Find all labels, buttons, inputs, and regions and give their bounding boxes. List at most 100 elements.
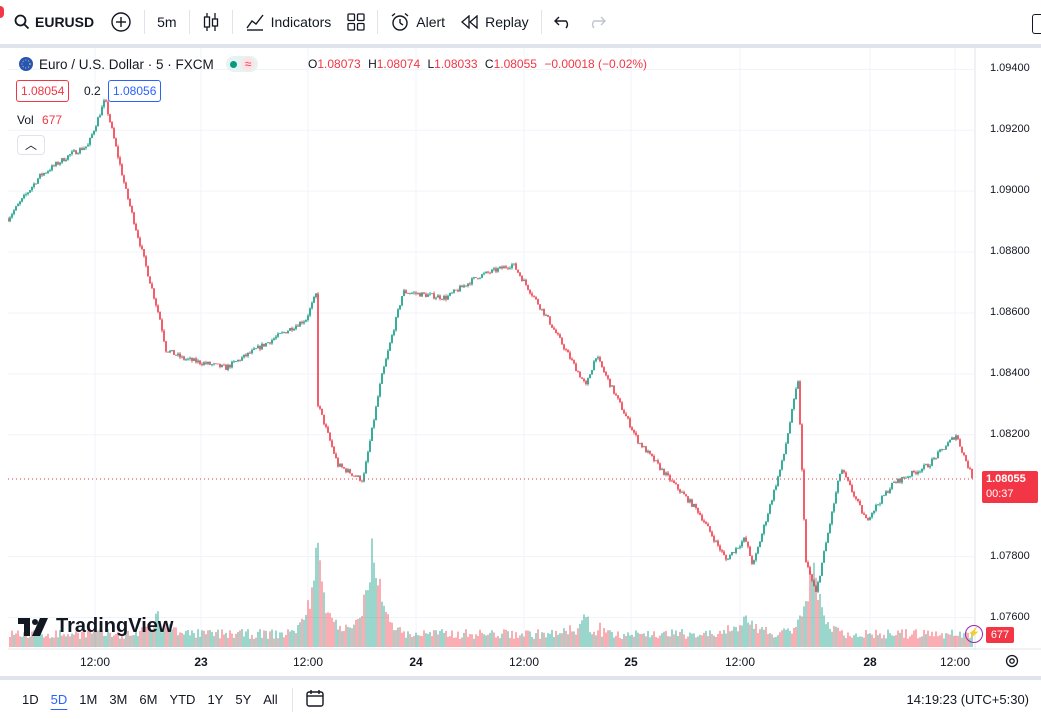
candle (943, 449, 945, 451)
range-button-all[interactable]: All (263, 692, 278, 707)
volume-bar (411, 637, 413, 647)
candle (925, 463, 927, 466)
volume-bar (361, 616, 363, 647)
alert-button[interactable]: Alert (382, 6, 453, 38)
price-tick-label: 1.08200 (990, 427, 1030, 440)
range-button-5d[interactable]: 5D (50, 692, 68, 707)
replay-button[interactable]: Replay (453, 6, 537, 38)
clock-timezone[interactable]: 14:19:23 (UTC+5:30) (906, 692, 1029, 707)
range-button-3m[interactable]: 3M (109, 692, 128, 707)
axis-settings-button[interactable] (1004, 653, 1020, 674)
candle (337, 456, 339, 468)
compare-button[interactable] (102, 6, 140, 38)
chart-type-button[interactable] (194, 6, 228, 38)
range-button-6m[interactable]: 6M (139, 692, 158, 707)
candle (785, 441, 787, 455)
candle (537, 298, 539, 305)
volume-bar (635, 630, 637, 647)
volume-bar (501, 633, 503, 647)
volume-bar (195, 637, 197, 647)
go-to-date-button[interactable] (305, 688, 325, 711)
volume-bar (265, 630, 267, 647)
candle (723, 549, 725, 556)
layouts-button[interactable] (339, 6, 373, 38)
volume-bar (345, 624, 347, 647)
volume-bar (107, 629, 109, 647)
collapse-legend-button[interactable]: ︿ (17, 135, 45, 155)
candle (247, 352, 249, 358)
open-label: O (308, 57, 318, 71)
sell-button[interactable]: 1.08054 (16, 80, 70, 102)
candle (947, 441, 949, 447)
volume-bar (475, 634, 477, 647)
volume-bar (267, 638, 269, 647)
symbol-legend[interactable]: Euro / U.S. Dollar · 5 · FXCM ≈ (18, 56, 259, 72)
candle (921, 468, 923, 474)
volume-bar (951, 629, 953, 647)
candle (569, 350, 571, 360)
range-button-1d[interactable]: 1D (22, 692, 39, 707)
lightning-icon[interactable]: ⚡ (965, 625, 983, 643)
time-tick-label: 12:00 (724, 655, 756, 669)
candle (105, 98, 107, 103)
price-chart[interactable] (8, 48, 1041, 650)
volume-bar (359, 617, 361, 647)
symbol-search-button[interactable]: EURUSD (0, 6, 102, 38)
volume-bar (699, 634, 701, 647)
volume-bars (9, 538, 973, 647)
candle (395, 316, 397, 332)
volume-bar (223, 634, 225, 647)
volume-bar (299, 622, 301, 647)
candle (311, 301, 313, 310)
undo-button[interactable] (546, 6, 580, 38)
candle (927, 463, 929, 468)
volume-bar (559, 633, 561, 647)
volume-bar (947, 633, 949, 647)
range-button-1m[interactable]: 1M (79, 692, 98, 707)
candle (169, 349, 171, 354)
volume-bar (505, 629, 507, 647)
candle (293, 327, 295, 331)
candle (139, 236, 141, 248)
volume-bar (375, 577, 377, 647)
volume-bar (903, 637, 905, 647)
volume-bar (287, 629, 289, 647)
candle (287, 330, 289, 334)
buy-button[interactable]: 1.08056 (108, 80, 162, 102)
candle (821, 562, 823, 577)
candle (371, 427, 373, 442)
candle (39, 173, 41, 180)
volume-bar (143, 626, 145, 647)
candle (213, 362, 215, 366)
candle (359, 475, 361, 482)
range-button-1y[interactable]: 1Y (207, 692, 224, 707)
interval-button[interactable]: 5m (157, 14, 177, 30)
redo-button[interactable] (580, 6, 614, 38)
candle (747, 541, 749, 549)
candle (459, 284, 461, 292)
gear-icon (1005, 654, 1019, 668)
candle (429, 292, 431, 296)
volume-bar (41, 634, 43, 647)
indicators-button[interactable]: Indicators (237, 6, 340, 38)
volume-legend[interactable]: Vol 677 (17, 113, 62, 127)
candle (493, 266, 495, 272)
candle (37, 177, 39, 185)
volume-bar (159, 624, 161, 647)
market-status-badge[interactable]: ≈ (225, 56, 259, 72)
candle (561, 337, 563, 345)
indicators-icon (246, 14, 264, 31)
candle (185, 358, 187, 362)
volume-bar (813, 562, 815, 647)
candle (619, 397, 621, 403)
tradingview-logo[interactable]: TradingView (18, 615, 173, 638)
range-button-5y[interactable]: 5Y (235, 692, 252, 707)
volume-bar (401, 632, 403, 647)
volume-bar (217, 629, 219, 647)
volume-bar (55, 630, 57, 647)
range-button-ytd[interactable]: YTD (169, 692, 196, 707)
candle (593, 360, 595, 371)
fullscreen-button[interactable] (1032, 14, 1041, 34)
volume-bar (627, 632, 629, 647)
volume-bar (79, 638, 81, 647)
